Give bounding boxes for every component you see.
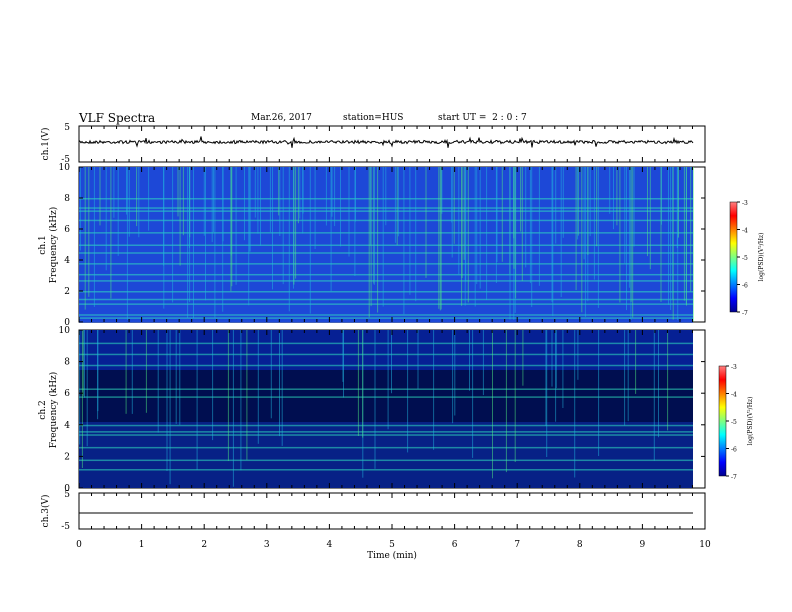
ch3-ytick-top: 5 — [64, 490, 70, 500]
freq-tick-label: 4 — [64, 256, 70, 266]
x-tick-label: 4 — [327, 540, 333, 550]
ch1-spec-ylabel-line2: Frequency (kHz) — [48, 207, 59, 284]
colorbar-tick-label: -7 — [742, 310, 748, 317]
ch2-colorbar: -3 -4 -5 -6 -7 log(PSD)(V²/Hz) — [718, 364, 754, 481]
colorbar-tick-label: -5 — [742, 255, 748, 262]
colorbar-tick-label: -7 — [731, 474, 737, 481]
ch3-ytick-bottom: -5 — [61, 522, 70, 532]
freq-tick-label: 8 — [64, 358, 70, 368]
colorbar-tick-label: -3 — [731, 364, 737, 371]
ch3-ylabel: ch.3(V) — [40, 495, 51, 528]
ch1-ytick-top: 5 — [64, 123, 70, 133]
colorbar-tick-label: -5 — [731, 419, 737, 426]
freq-tick-label: 10 — [59, 163, 71, 173]
ch2-spec-ylabel-line1: ch.2 — [38, 400, 48, 419]
freq-tick-label: 4 — [64, 421, 70, 431]
ch1-spectrogram — [78, 166, 706, 323]
x-tick-label: 10 — [699, 540, 711, 550]
freq-tick-label: 6 — [64, 225, 70, 235]
freq-tick-label: 2 — [64, 287, 70, 297]
start-time-label: start UT = 2 : 0 : 7 — [438, 113, 527, 123]
x-tick-label: 9 — [640, 540, 646, 550]
freq-tick-label: 0 — [64, 484, 70, 494]
ch2-spectrogram — [78, 329, 706, 489]
freq-tick-label: 6 — [64, 389, 70, 399]
freq-tick-label: 2 — [64, 452, 70, 462]
ch1-spec-ylabel-line1: ch.1 — [38, 235, 48, 254]
ch2-spec-ylabel-line2: Frequency (kHz) — [48, 372, 59, 449]
colorbar-tick-label: -4 — [742, 228, 748, 235]
x-axis-label: Time (min) — [367, 550, 417, 561]
freq-tick-label: 0 — [64, 318, 70, 328]
colorbar-tick-label: -4 — [731, 392, 737, 399]
freq-tick-label: 10 — [59, 326, 71, 336]
x-tick-label: 1 — [139, 540, 145, 550]
colorbar-tick-label: -6 — [731, 447, 737, 454]
x-tick-label: 6 — [452, 540, 458, 550]
station-label: station=HUS — [343, 113, 404, 123]
ch1-trace — [78, 136, 694, 148]
ch1-colorbar-label: log(PSD)(V²/Hz) — [758, 233, 765, 282]
freq-tick-label: 8 — [64, 194, 70, 204]
x-tick-label: 5 — [389, 540, 395, 550]
ch1-colorbar: -3 -4 -5 -6 -7 log(PSD)(V²/Hz) — [729, 200, 765, 317]
colorbar-tick-label: -6 — [742, 283, 748, 290]
date-label: Mar.26, 2017 — [251, 113, 312, 123]
ch2-colorbar-label: log(PSD)(V²/Hz) — [747, 397, 754, 446]
ch3-panel-frame — [78, 492, 706, 530]
x-tick-label: 2 — [201, 540, 207, 550]
ch1-ylabel: ch.1(V) — [40, 128, 51, 161]
colorbar-tick-label: -3 — [742, 200, 748, 207]
x-tick-label: 7 — [514, 540, 520, 550]
figure-title: VLF Spectra — [79, 111, 156, 125]
ch1-ytick-bottom: -5 — [61, 155, 70, 165]
x-tick-label: 8 — [577, 540, 583, 550]
x-tick-label: 3 — [264, 540, 270, 550]
x-tick-label: 0 — [76, 540, 82, 550]
